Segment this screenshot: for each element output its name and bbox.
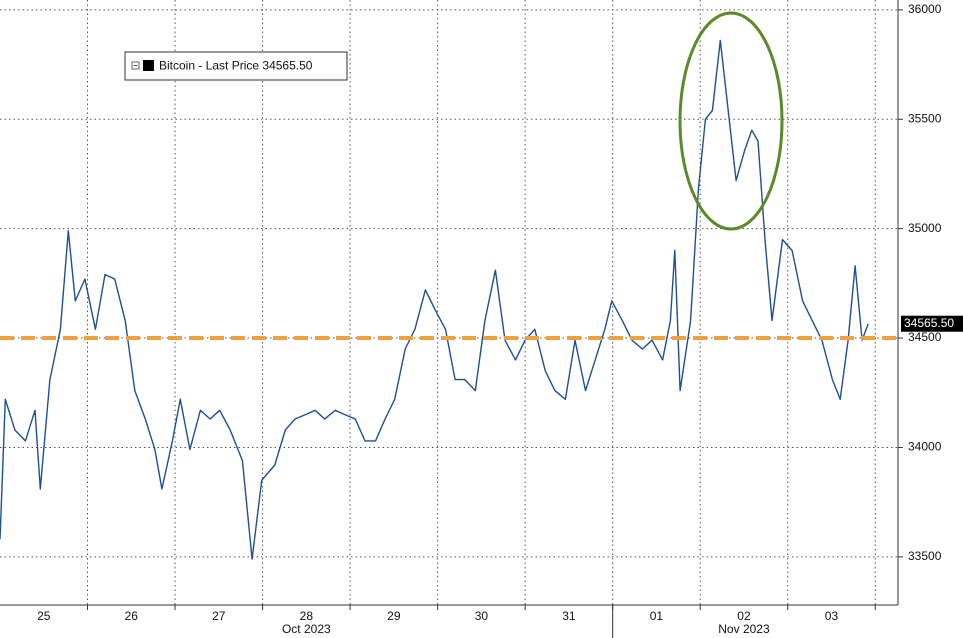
x-tick-label: 02 bbox=[737, 609, 751, 623]
legend-text: Bitcoin - Last Price 34565.50 bbox=[159, 59, 313, 73]
y-tick-label: 35500 bbox=[908, 111, 942, 125]
legend-box bbox=[124, 51, 348, 81]
month-label: Oct 2023 bbox=[282, 622, 331, 636]
x-tick-label: 01 bbox=[650, 609, 664, 623]
highlight-ellipse bbox=[678, 11, 784, 231]
y-tick-label: 34500 bbox=[908, 330, 942, 344]
last-price-tag bbox=[901, 315, 963, 332]
legend-label: Bitcoin - Last Price bbox=[159, 59, 259, 73]
legend-last-price: 34565.50 bbox=[262, 59, 312, 73]
y-tick-label: 36000 bbox=[908, 2, 942, 16]
y-tick-label: 34000 bbox=[908, 440, 942, 454]
x-tick-label: 31 bbox=[562, 609, 576, 623]
y-tick-label: 33500 bbox=[908, 549, 942, 563]
x-tick-label: 30 bbox=[475, 609, 489, 623]
x-tick-label: 25 bbox=[37, 609, 51, 623]
legend: Bitcoin - Last Price 34565.50 bbox=[124, 51, 348, 81]
month-label: Nov 2023 bbox=[718, 622, 770, 636]
x-tick-label: 28 bbox=[300, 609, 314, 623]
x-tick-label: 03 bbox=[825, 609, 839, 623]
x-tick-label: 29 bbox=[387, 609, 401, 623]
legend-swatch bbox=[143, 60, 154, 71]
legend-toggle bbox=[131, 61, 140, 70]
y-tick-label: 35000 bbox=[908, 221, 942, 235]
x-tick-label: 26 bbox=[125, 609, 139, 623]
x-tick-label: 27 bbox=[212, 609, 226, 623]
price-line bbox=[0, 39, 869, 560]
last-price-label: 34565.50 bbox=[904, 316, 954, 330]
